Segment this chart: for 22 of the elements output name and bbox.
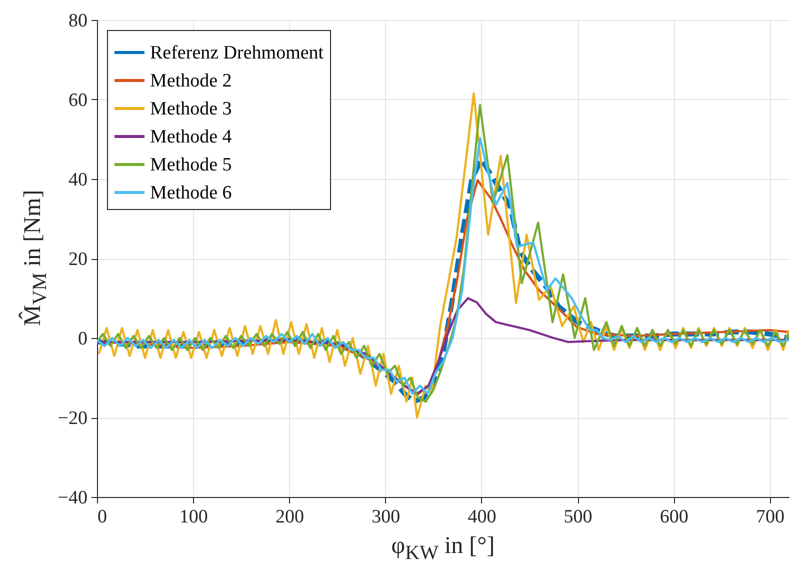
x-tick-label: 600 <box>660 506 688 528</box>
legend-label: Methode 4 <box>150 126 232 148</box>
x-tick-label: 300 <box>372 506 400 528</box>
y-tick-label: 20 <box>68 249 88 270</box>
x-axis-title: φ$_{KW}$ in [°] <box>391 533 495 565</box>
legend-label: Methode 3 <box>150 98 232 120</box>
x-tick-label: 200 <box>275 506 304 528</box>
y-tick-label: 0 <box>78 328 88 350</box>
y-tick-label: 40 <box>68 170 88 190</box>
y-tick-label: 80 <box>68 10 88 32</box>
legend-label: Referenz Drehmoment <box>150 42 324 64</box>
x-tick-label: 700 <box>756 506 785 528</box>
x-tick-label: 100 <box>179 506 208 528</box>
x-tick-label: 0 <box>98 506 107 528</box>
legend-label: Methode 6 <box>150 182 232 204</box>
y-tick-label: −20 <box>58 408 88 429</box>
legend-label: Methode 5 <box>150 154 232 176</box>
x-tick-label: 500 <box>564 506 592 528</box>
y-tick-label: −40 <box>58 488 88 508</box>
y-tick-label: 60 <box>68 90 88 111</box>
legend-label: Methode 2 <box>150 70 232 92</box>
x-tick-label: 400 <box>468 506 496 528</box>
